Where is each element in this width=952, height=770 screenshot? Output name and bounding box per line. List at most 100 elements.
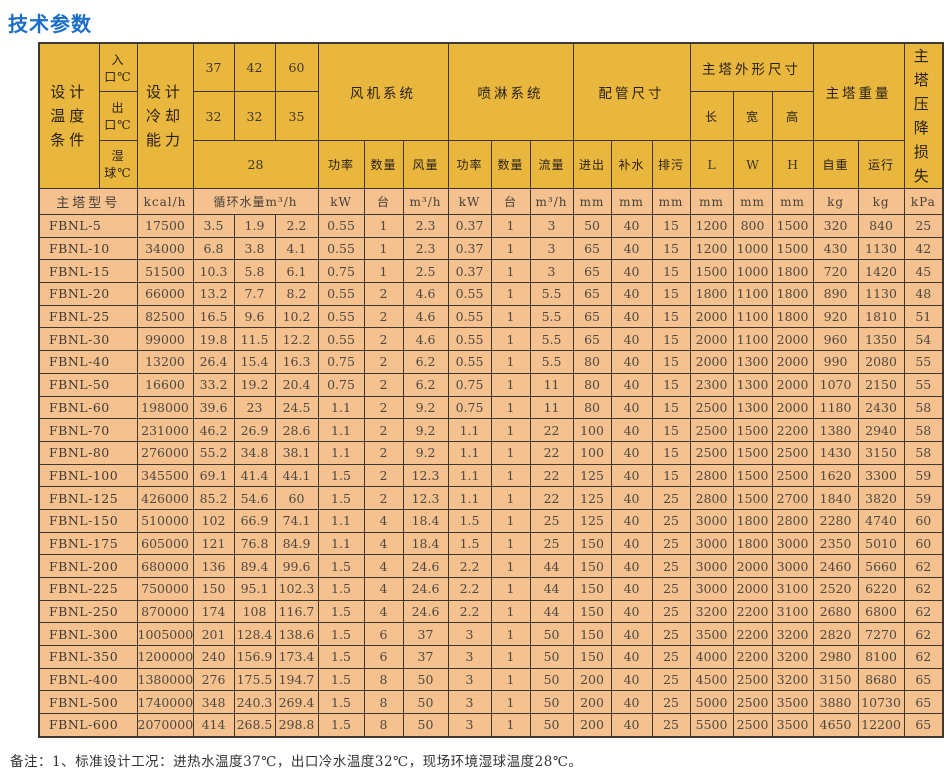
- table-row: FBNL-300 1005000 201 128.4 138.6 1.5 6 37 3 1 50 15…: [38, 622, 944, 647]
- value-cell: 55.2: [192, 440, 235, 465]
- header-operating-weight: 运行: [857, 139, 905, 190]
- header-row-2: 出口℃ 32 32 35 长 宽 高: [39, 91, 943, 141]
- value-cell: 40: [610, 690, 653, 715]
- value-cell: 15: [651, 282, 691, 306]
- value-cell: 1430: [812, 440, 859, 465]
- unit-circulation: 循环水量m³/h: [192, 188, 319, 215]
- value-cell: 2150: [857, 372, 905, 397]
- value-cell: 3000: [689, 508, 734, 533]
- value-cell: 1: [363, 259, 404, 284]
- inlet-temp-value: 37: [192, 42, 235, 93]
- header-dim-width: 宽: [732, 91, 773, 141]
- value-cell: 48: [903, 282, 944, 306]
- value-cell: 4000: [689, 645, 734, 669]
- unit-mm: mm: [610, 188, 653, 215]
- value-cell: 2.5: [402, 259, 449, 284]
- value-cell: 40: [610, 395, 653, 420]
- value-cell: 6220: [857, 577, 905, 601]
- value-cell: 0.55: [317, 236, 365, 261]
- header-dim-length: 长: [689, 91, 734, 141]
- value-cell: 44: [529, 599, 574, 624]
- header-tower-weight: 主塔重量: [812, 42, 905, 141]
- unit-model-label: 主塔型号: [38, 188, 138, 215]
- value-cell: 46.2: [192, 418, 235, 442]
- value-cell: 2000: [771, 372, 814, 397]
- value-cell: 15: [651, 259, 691, 284]
- model-cell: FBNL-40: [38, 350, 138, 374]
- value-cell: 22: [529, 486, 574, 510]
- value-cell: 45: [903, 259, 944, 284]
- value-cell: 0.55: [447, 282, 492, 306]
- value-cell: 1.5: [317, 690, 365, 715]
- value-cell: 3200: [771, 667, 814, 692]
- value-cell: 55: [903, 372, 944, 397]
- header-flow-rate: 流量: [529, 139, 574, 190]
- value-cell: 1620: [812, 463, 859, 488]
- model-cell: FBNL-400: [38, 667, 138, 692]
- value-cell: 1.5: [317, 599, 365, 624]
- value-cell: 1: [490, 622, 531, 647]
- units-row: 主塔型号 kcal/h 循环水量m³/h kW 台 m³/h kW 台 m³/h…: [38, 188, 944, 215]
- value-cell: 38.1: [274, 440, 319, 465]
- value-cell: 2: [363, 486, 404, 510]
- table-row: FBNL-125 426000 85.2 54.6 60 1.5 2 12.3 1.1 1 22 12…: [38, 486, 944, 510]
- value-cell: 85.2: [192, 486, 235, 510]
- value-cell: 1.5: [317, 713, 365, 738]
- value-cell: 1.5: [317, 577, 365, 601]
- value-cell: 5.5: [529, 304, 574, 329]
- unit-kcal: kcal/h: [136, 188, 194, 215]
- value-cell: 50: [529, 667, 574, 692]
- value-cell: 2500: [771, 463, 814, 488]
- value-cell: 1: [490, 259, 531, 284]
- value-cell: 12.3: [402, 486, 449, 510]
- model-cell: FBNL-175: [38, 531, 138, 556]
- value-cell: 50: [529, 713, 574, 738]
- value-cell: 23: [233, 395, 276, 420]
- value-cell: 2: [363, 440, 404, 465]
- value-cell: 1000: [732, 259, 773, 284]
- value-cell: 18.4: [402, 531, 449, 556]
- header-W: W: [732, 139, 773, 190]
- value-cell: 2.2: [447, 599, 492, 624]
- header-spray-qty: 数量: [490, 139, 531, 190]
- value-cell: 2800: [689, 486, 734, 510]
- inlet-temp-value: 60: [274, 42, 319, 93]
- value-cell: 10730: [857, 690, 905, 715]
- unit-kpa: kPa: [903, 188, 944, 215]
- value-cell: 40: [610, 599, 653, 624]
- value-cell: 20.4: [274, 372, 319, 397]
- value-cell: 15: [651, 440, 691, 465]
- value-cell: 40: [610, 418, 653, 442]
- value-cell: 1300: [732, 395, 773, 420]
- unit-mm: mm: [771, 188, 814, 215]
- value-cell: 1.1: [317, 440, 365, 465]
- header-net-weight: 自重: [812, 139, 859, 190]
- value-cell: 276000: [136, 440, 194, 465]
- value-cell: 25: [529, 508, 574, 533]
- value-cell: 28.6: [274, 418, 319, 442]
- value-cell: 15: [651, 350, 691, 374]
- value-cell: 1800: [689, 282, 734, 306]
- value-cell: 1.5: [317, 463, 365, 488]
- value-cell: 40: [610, 486, 653, 510]
- value-cell: 269.4: [274, 690, 319, 715]
- value-cell: 40: [610, 440, 653, 465]
- table-row: FBNL-250 870000 174 108 116.7 1.5 4 24.6 2.2 1 44 1…: [38, 599, 944, 624]
- value-cell: 26.9: [233, 418, 276, 442]
- value-cell: 605000: [136, 531, 194, 556]
- value-cell: 2500: [771, 440, 814, 465]
- value-cell: 15: [651, 236, 691, 261]
- value-cell: 2500: [732, 667, 773, 692]
- value-cell: 13200: [136, 350, 194, 374]
- header-tower-dimensions: 主塔外形尺寸: [689, 42, 814, 93]
- value-cell: 74.1: [274, 508, 319, 533]
- value-cell: 25: [651, 713, 691, 738]
- value-cell: 37: [402, 645, 449, 669]
- value-cell: 3000: [689, 577, 734, 601]
- model-cell: FBNL-10: [38, 236, 138, 261]
- value-cell: 1: [490, 214, 531, 238]
- model-cell: FBNL-225: [38, 577, 138, 601]
- value-cell: 200: [572, 690, 612, 715]
- value-cell: 1740000: [136, 690, 194, 715]
- value-cell: 1.1: [447, 418, 492, 442]
